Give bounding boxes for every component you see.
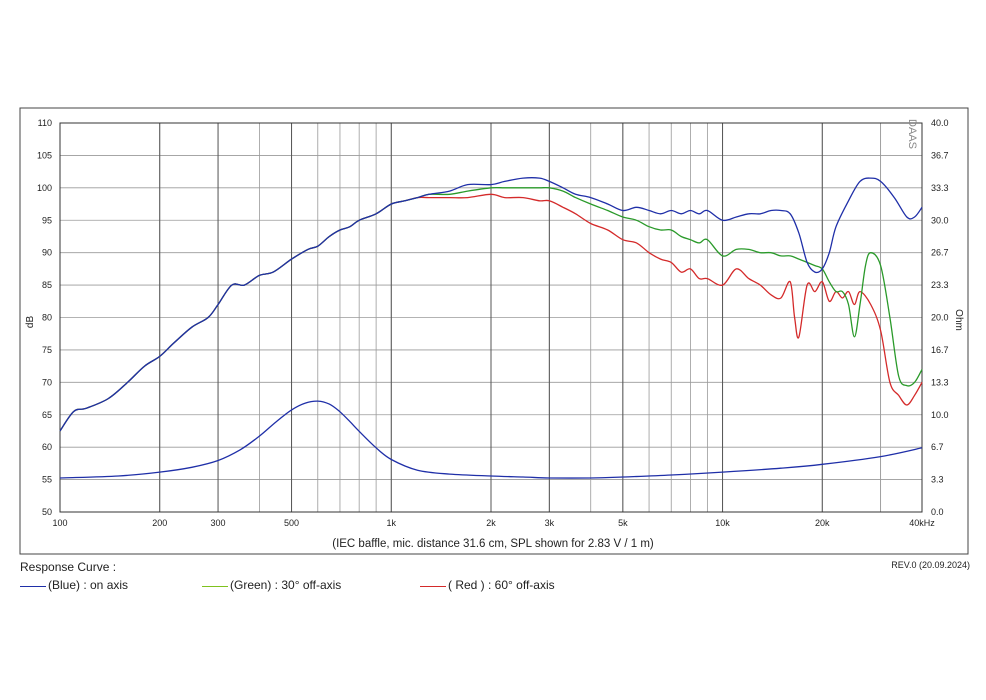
legend-item-on-axis: (Blue) : on axis <box>20 578 128 592</box>
legend-label-30-off-axis: (Green) : 30° off-axis <box>230 578 342 592</box>
y2-tick-label: 26.7 <box>931 248 949 258</box>
legend-title: Response Curve : <box>20 560 117 574</box>
x-tick-label: 40kHz <box>909 518 935 528</box>
y2-tick-label: 20.0 <box>931 313 949 323</box>
x-tick-label: 500 <box>284 518 299 528</box>
legend-swatch-red <box>420 585 446 587</box>
x-tick-label: 5k <box>618 518 628 528</box>
legend-label-60-off-axis: ( Red ) : 60° off-axis <box>448 578 555 592</box>
legend-item-30-off-axis: (Green) : 30° off-axis <box>202 578 341 592</box>
y-tick-label: 85 <box>42 280 52 290</box>
y2-tick-label: 13.3 <box>931 377 949 387</box>
y2-tick-label: 33.3 <box>931 183 949 193</box>
plot-area-border <box>59 122 923 513</box>
y-tick-labels: 50 55 60 65 70 75 80 85 90 95 100 105 110 <box>37 118 52 517</box>
series-impedance <box>59 400 923 479</box>
y2-tick-labels: 0.0 3.3 6.7 10.0 13.3 16.7 20.0 23.3 26.7 30.0 33.… <box>931 118 949 517</box>
y2-tick-label: 30.0 <box>931 215 949 225</box>
legend-item-60-off-axis: ( Red ) : 60° off-axis <box>420 578 555 592</box>
x-tick-label: 2k <box>486 518 496 528</box>
revision-label: REV.0 (20.09.2024) <box>891 560 970 570</box>
x-tick-labels: 100 200 300 500 1k 2k 3k 5k 10k 20k 40kHz <box>52 518 935 528</box>
y-tick-label: 70 <box>42 377 52 387</box>
y-tick-label: 95 <box>42 215 52 225</box>
y2-tick-label: 23.3 <box>931 280 949 290</box>
x-tick-label: 100 <box>52 518 67 528</box>
x-tick-label: 1k <box>387 518 397 528</box>
y-tick-label: 90 <box>42 248 52 258</box>
series-on-axis <box>59 177 923 432</box>
x-tick-label: 300 <box>211 518 226 528</box>
y-tick-label: 105 <box>37 150 52 160</box>
series-layer <box>59 177 923 479</box>
y2-axis-label: Ohm <box>953 309 964 331</box>
y-tick-label: 110 <box>38 118 52 128</box>
legend-swatch-blue <box>20 585 46 587</box>
y2-tick-label: 16.7 <box>931 345 949 355</box>
x-tick-label: 10k <box>715 518 730 528</box>
chart-caption: (IEC baffle, mic. distance 31.6 cm, SPL … <box>332 538 654 550</box>
legend-label-on-axis: (Blue) : on axis <box>48 578 129 592</box>
y-tick-label: 55 <box>42 475 52 485</box>
y-tick-label: 65 <box>42 410 52 420</box>
legend: Response Curve : REV.0 (20.09.2024) (Blu… <box>20 560 970 600</box>
x-tick-label: 20k <box>815 518 830 528</box>
x-tick-label: 200 <box>152 518 167 528</box>
x-tick-label: 3k <box>545 518 555 528</box>
y2-tick-label: 40.0 <box>931 118 949 128</box>
y2-tick-label: 0.0 <box>931 507 944 517</box>
watermark-daas: DAAS <box>906 119 918 149</box>
y-tick-label: 60 <box>42 442 52 452</box>
outer-frame <box>19 107 969 555</box>
y-axis-label: dB <box>25 316 36 329</box>
y2-tick-label: 36.7 <box>931 150 949 160</box>
y2-tick-label: 6.7 <box>931 442 944 452</box>
legend-swatch-green <box>202 585 228 587</box>
y2-tick-label: 3.3 <box>931 475 944 485</box>
y-tick-label: 80 <box>42 313 52 323</box>
y-tick-label: 75 <box>42 345 52 355</box>
y2-tick-label: 10.0 <box>931 410 949 420</box>
y-tick-label: 50 <box>42 507 52 517</box>
y-tick-label: 100 <box>37 183 52 193</box>
